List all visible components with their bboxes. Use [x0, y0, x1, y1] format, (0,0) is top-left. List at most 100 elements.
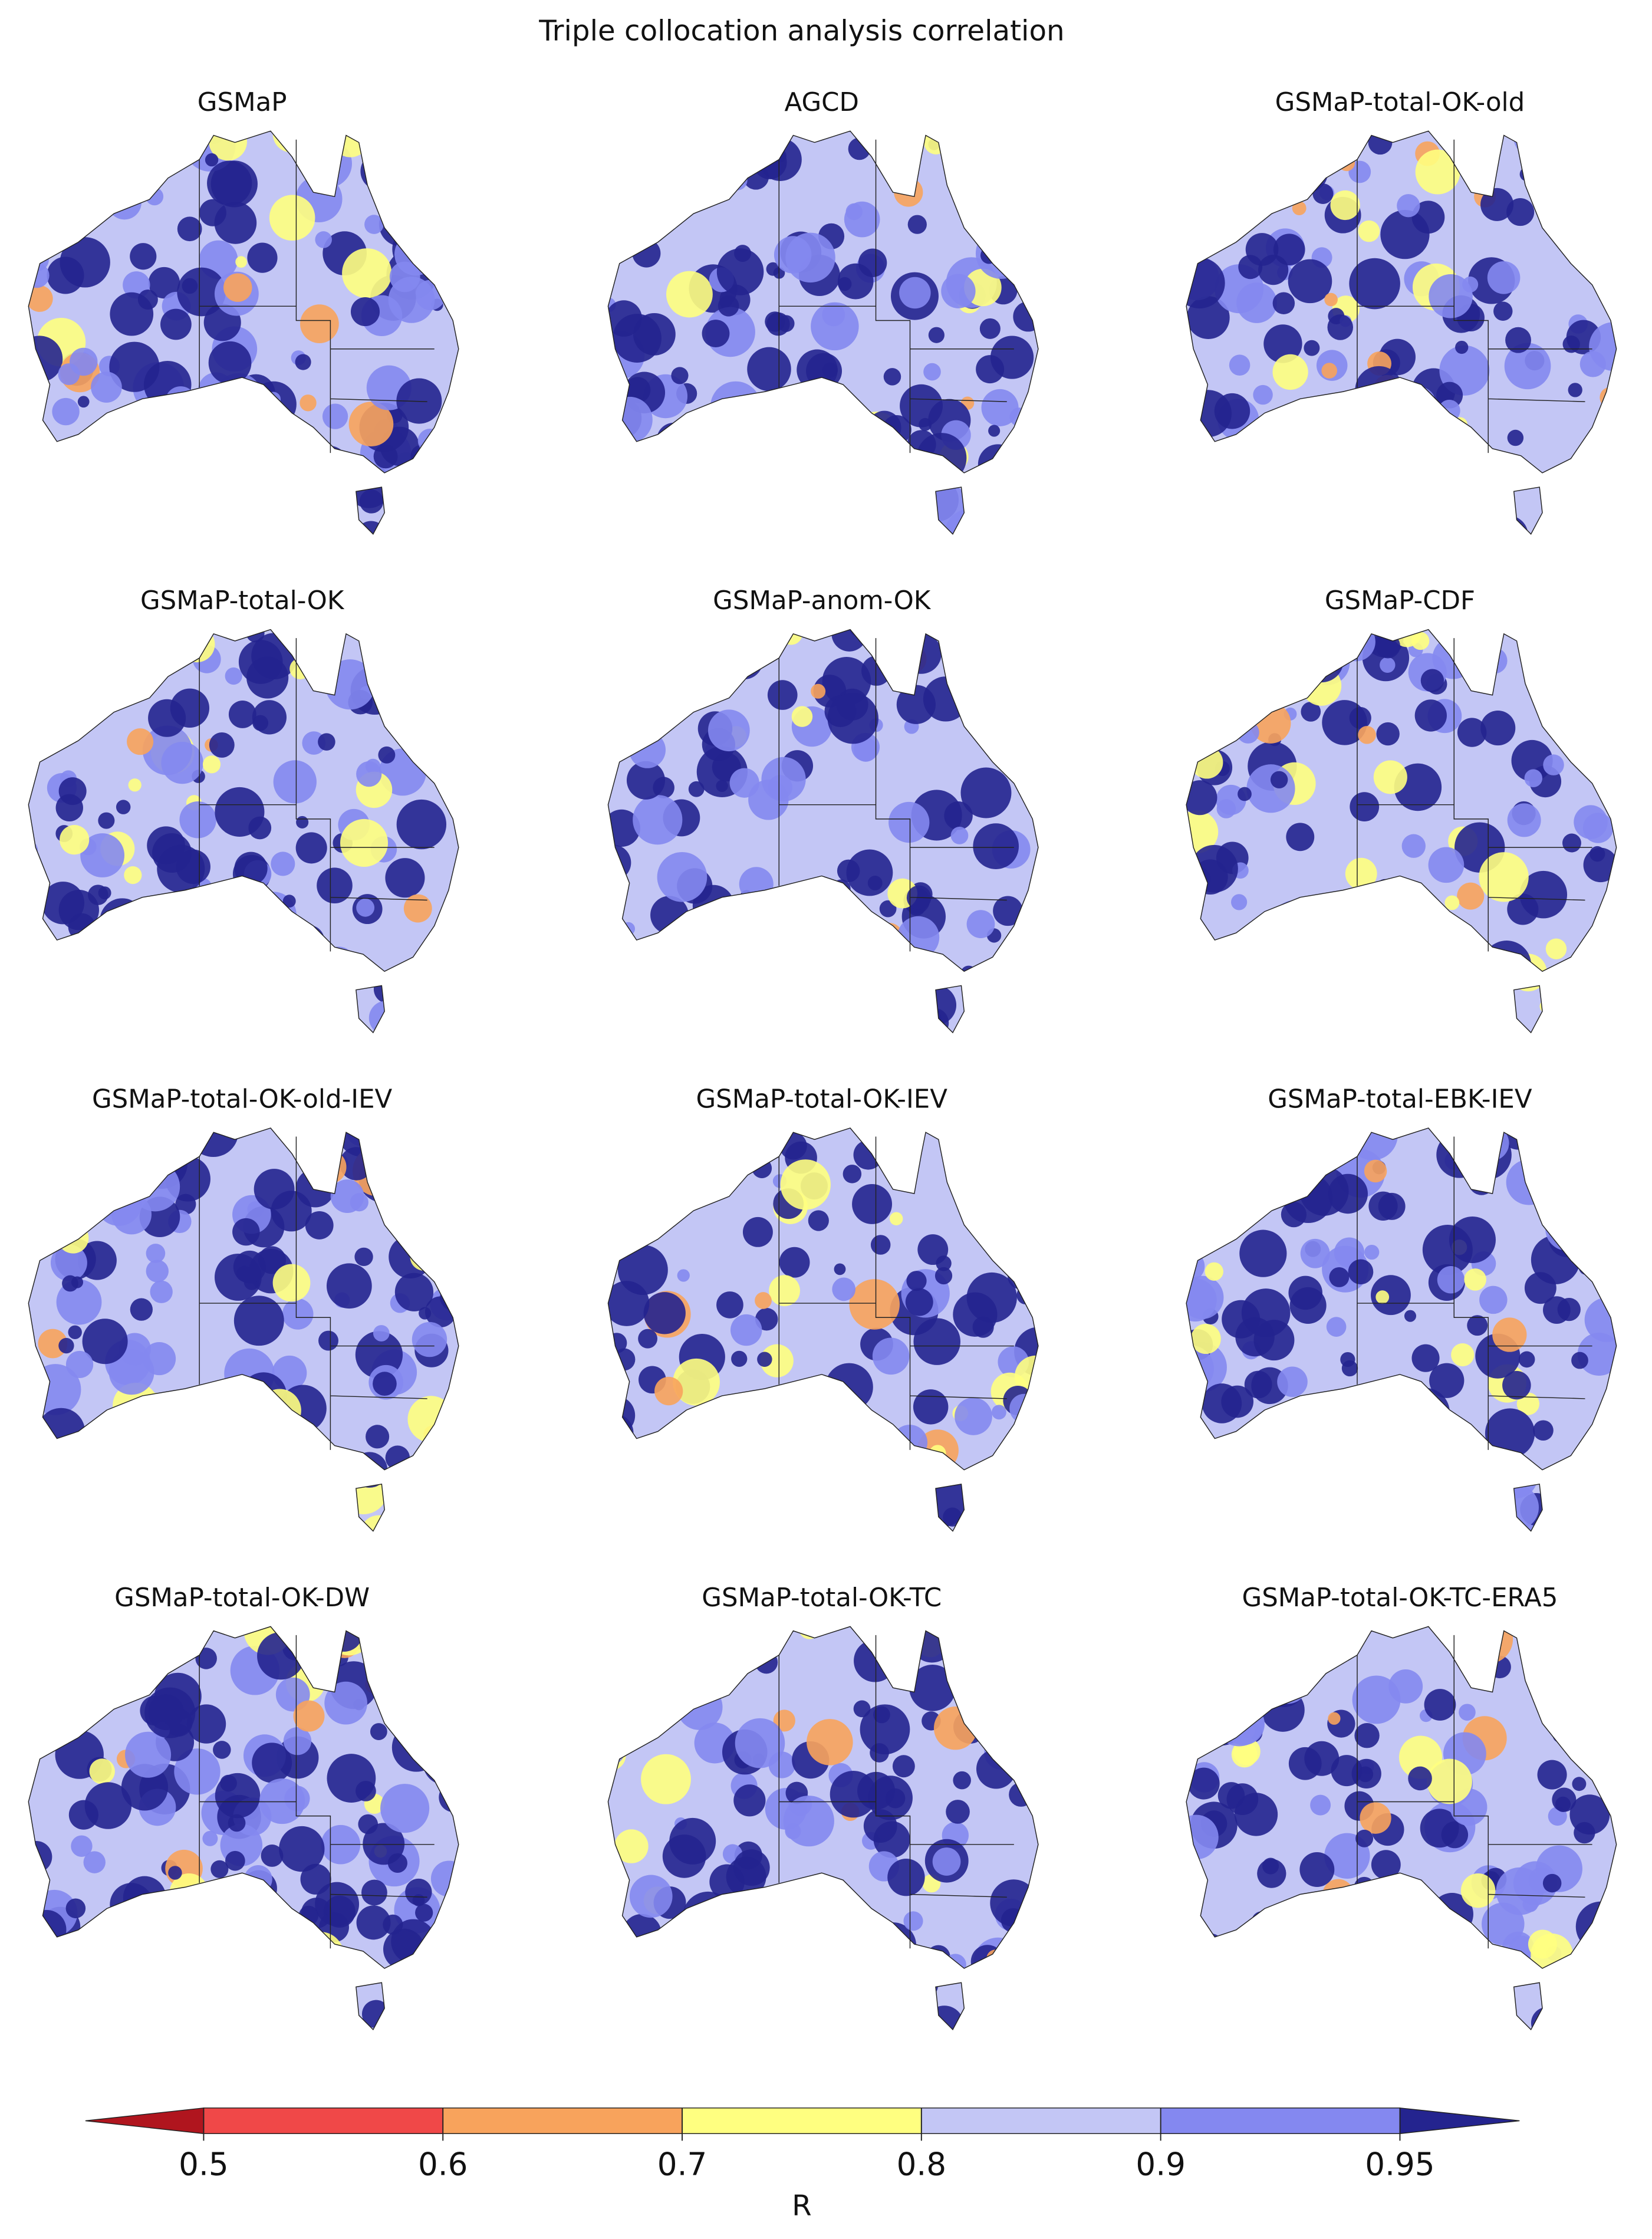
- map-patch: [1198, 1933, 1224, 1959]
- map-patch: [1195, 185, 1232, 221]
- map-patch: [1188, 969, 1202, 983]
- map-patch: [1419, 1411, 1470, 1462]
- map-patch: [737, 1485, 756, 1504]
- map-patch: [153, 1889, 204, 1939]
- map-patch: [1612, 443, 1617, 458]
- map-patch: [1257, 1859, 1286, 1888]
- map-patch: [1545, 1471, 1582, 1509]
- map-patch: [827, 692, 878, 744]
- map-patch: [1200, 1958, 1236, 1994]
- map-patch: [680, 977, 706, 1002]
- map-patch: [1003, 208, 1037, 241]
- panel-title: GSMaP-total-OK-IEV: [696, 1085, 947, 1114]
- map-patch: [174, 1748, 221, 1795]
- map-patch: [634, 1658, 676, 1701]
- map-patch: [1235, 454, 1286, 505]
- map-patch: [624, 943, 646, 965]
- map-patch: [1353, 1397, 1392, 1436]
- panel-title: GSMaP-anom-OK: [713, 586, 932, 616]
- map-patch: [757, 1352, 772, 1367]
- map-patch: [726, 131, 768, 157]
- map-patch: [96, 1152, 110, 1165]
- map-patch: [1401, 834, 1426, 858]
- map-patch: [151, 939, 185, 973]
- map-patch: [1326, 1954, 1358, 1986]
- map-patch: [1304, 1500, 1344, 1531]
- map-patch: [960, 965, 977, 982]
- map-patch: [1404, 1310, 1417, 1322]
- map-patch: [883, 1468, 899, 1485]
- map-patch: [1268, 1665, 1308, 1704]
- map-patch: [892, 1138, 922, 1168]
- map-patch: [998, 1644, 1038, 1687]
- map-patch: [775, 1431, 788, 1444]
- map-patch: [441, 1949, 459, 1985]
- map-patch: [58, 1337, 74, 1354]
- map-patch: [1562, 336, 1580, 353]
- map-patch: [639, 1626, 682, 1653]
- map-patch: [85, 664, 106, 685]
- map-patch: [960, 679, 1008, 726]
- map-patch: [28, 1909, 67, 1949]
- map-patch: [1230, 978, 1249, 998]
- map-patch: [354, 1247, 373, 1267]
- map-patch: [1410, 936, 1426, 953]
- map-patch: [438, 1143, 459, 1185]
- map-patch: [57, 1222, 89, 1254]
- map-patch: [1197, 1936, 1246, 1984]
- map-patch: [955, 640, 980, 666]
- map-patch: [1319, 1481, 1333, 1494]
- map-patch: [1009, 2009, 1038, 2030]
- map-patch: [718, 295, 739, 317]
- map-patch: [1186, 1656, 1212, 1704]
- map-patch: [666, 1518, 682, 1531]
- map-patch: [223, 273, 252, 302]
- map-patch: [1557, 1297, 1581, 1321]
- map-patch: [1186, 1171, 1203, 1195]
- map-patch: [735, 1718, 785, 1768]
- coastline: [1186, 1127, 1617, 1532]
- map-fill: [608, 131, 1038, 534]
- map-patch: [1292, 201, 1307, 216]
- map-patch: [1006, 629, 1038, 655]
- map-fill: [1186, 131, 1617, 534]
- map-patch: [1396, 880, 1423, 908]
- map-patch: [1315, 1639, 1330, 1654]
- map-patch: [660, 1197, 685, 1222]
- map-patch: [1505, 327, 1531, 353]
- map-patch: [1533, 1420, 1554, 1441]
- map-patch: [233, 1296, 284, 1346]
- map-patch: [766, 262, 780, 276]
- map-patch: [65, 1938, 104, 1976]
- map-patch: [668, 1678, 687, 1698]
- map-patch: [404, 203, 421, 219]
- map-patch: [388, 277, 435, 323]
- map-patch: [747, 347, 791, 392]
- map-patch: [348, 402, 394, 446]
- map-patch: [848, 496, 887, 534]
- map-patch: [608, 1208, 635, 1252]
- map-patch: [172, 925, 195, 947]
- map-patch: [1263, 686, 1287, 711]
- map-patch: [1578, 956, 1615, 994]
- map-patch: [1312, 630, 1341, 659]
- map-patch: [1186, 438, 1201, 469]
- map-patch: [1278, 476, 1324, 521]
- map-patch: [213, 1011, 265, 1033]
- map-patch: [808, 1464, 857, 1514]
- map-patch: [643, 992, 670, 1020]
- map-patch: [1186, 1859, 1196, 1880]
- map-patch: [899, 277, 931, 309]
- map-patch: [652, 979, 693, 1020]
- map-patch: [791, 706, 813, 727]
- map-patch: [1442, 1515, 1474, 1531]
- map-patch: [282, 1298, 314, 1330]
- map-patch: [258, 1389, 301, 1432]
- map-patch: [771, 970, 813, 1012]
- map-patch: [667, 629, 690, 652]
- map-patch: [1329, 1129, 1357, 1158]
- map-patch: [1493, 301, 1513, 321]
- map-patch: [129, 920, 152, 943]
- map-patch: [409, 1154, 427, 1172]
- map-patch: [1246, 764, 1295, 813]
